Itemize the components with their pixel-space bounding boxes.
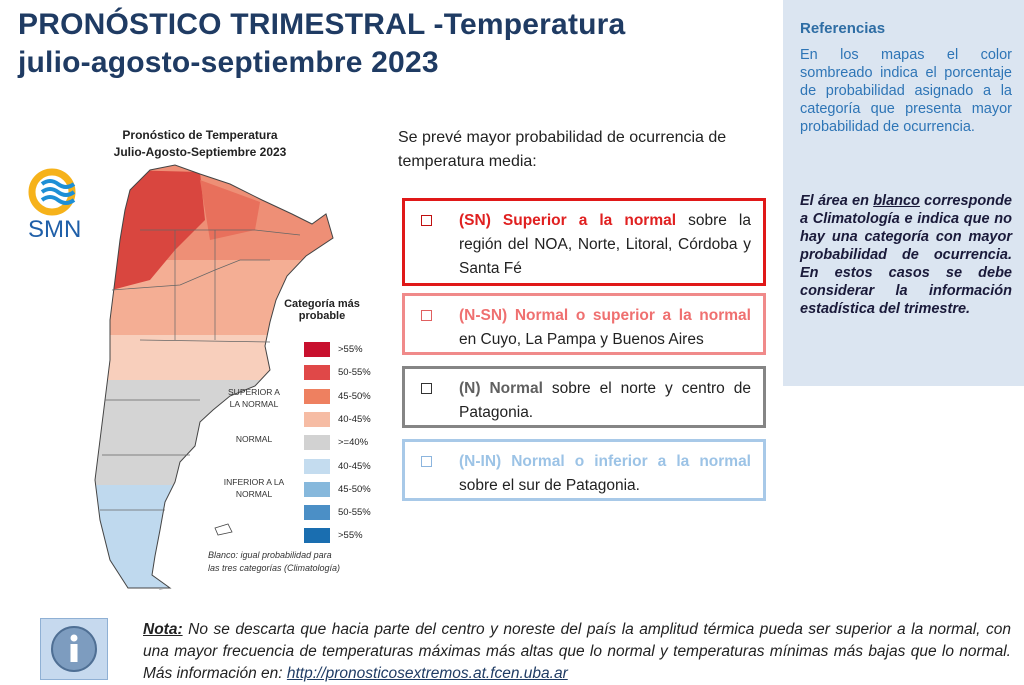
forecast-box: (SN) Superior a la normal sobre la regió… — [402, 198, 766, 286]
forecast-detail: sobre el sur de Patagonia. — [459, 477, 640, 494]
legend-label: 40-45% — [338, 413, 371, 425]
map-footnote: las tres categorías (Climatología) — [208, 563, 341, 573]
legend-label: 45-50% — [338, 390, 371, 402]
forecast-detail: en Cuyo, La Pampa y Buenos Aires — [459, 331, 704, 348]
legend-label: 50-55% — [338, 367, 371, 379]
map-title: Pronóstico de Temperatura — [122, 128, 278, 142]
forecast-text: (N) Normal sobre el norte y centro de Pa… — [459, 377, 751, 425]
info-icon — [40, 618, 108, 680]
legend-label: >=40% — [338, 437, 369, 449]
title-line: julio-agosto-septiembre 2023 — [18, 46, 439, 79]
forecast-label: (N) Normal — [459, 380, 543, 397]
legend-label: >55% — [338, 344, 363, 355]
references-panel — [783, 0, 1024, 386]
text-part: El área en — [800, 193, 869, 209]
legend-swatch — [304, 435, 330, 451]
legend-group: NORMAL — [235, 434, 273, 444]
emphasis: blanco — [873, 193, 920, 209]
forecast-box: (N) Normal sobre el norte y centro de Pa… — [402, 366, 766, 428]
legend-group: SUPERIOR A LA NORMAL — [228, 387, 280, 409]
forecast-detail: sobre el norte y centro de Patagonia. — [459, 380, 751, 421]
legend-swatch — [304, 458, 330, 474]
forecast-text: (SN) Superior a la normal sobre la regió… — [459, 209, 751, 281]
legend-label: 45-50% — [338, 483, 371, 495]
legend-swatch — [304, 411, 330, 427]
title-line: PRONÓSTICO TRIMESTRAL -Temperatura — [18, 8, 626, 41]
legend-title: Categoría más probable — [284, 298, 360, 322]
legend-group: INFERIOR A LA NORMAL — [223, 477, 285, 499]
note-text: No se descarta que hacia parte del centr… — [143, 621, 1011, 682]
legend-label: 50-55% — [338, 507, 371, 519]
smn-logo — [28, 168, 76, 216]
checkbox — [421, 215, 432, 226]
checkbox — [421, 383, 432, 394]
forecast-label: (SN) Superior a la normal — [459, 212, 677, 229]
legend-swatch — [304, 505, 330, 521]
note-label: Nota: — [143, 621, 183, 638]
legend-swatch — [304, 388, 330, 404]
forecast-label: (N-SN) Normal o superior a la normal — [459, 307, 751, 324]
checkbox — [421, 456, 432, 467]
forecast-box: (N-SN) Normal o superior a la normal en … — [402, 293, 766, 355]
references-text: En los mapas el color sombreado indica e… — [800, 47, 1012, 135]
references-title: Referencias — [800, 20, 886, 37]
legend-swatch — [304, 481, 330, 497]
note: Nota: No se descarta que hacia parte del… — [143, 619, 1011, 685]
intro: Se prevé mayor probabilidad de ocurrenci… — [398, 129, 727, 170]
forecast-label: (N-IN) Normal o inferior a la normal — [459, 453, 751, 470]
references-text: El área en blanco corresponde a Climatol… — [800, 192, 1012, 318]
legend-label: >55% — [338, 530, 363, 542]
map-footnote: Blanco: igual probabilidad para — [208, 550, 332, 560]
map-outline — [94, 164, 334, 589]
text-part: corresponde a Climatología e indica que … — [800, 193, 1013, 317]
legend-label: 40-45% — [338, 460, 371, 472]
forecast-box: (N-IN) Normal o inferior a la normal sob… — [402, 439, 766, 501]
map-shading — [95, 165, 333, 588]
forecast-detail: sobre la región del NOA, Norte, Litoral,… — [459, 212, 751, 277]
islands — [214, 523, 233, 536]
map-figure — [28, 164, 334, 590]
legend-swatch — [304, 365, 330, 381]
province-borders — [100, 229, 301, 511]
note-link[interactable]: http://pronosticosextremos.at.fcen.uba.a… — [286, 665, 568, 682]
legend-swatch — [304, 528, 330, 544]
map-title: Julio-Agosto-Septiembre 2023 — [113, 145, 287, 159]
forecast-text: (N-IN) Normal o inferior a la normal sob… — [459, 450, 751, 498]
info-symbol — [51, 626, 97, 672]
logo-text: SMN — [28, 216, 82, 243]
checkbox — [421, 310, 432, 321]
legend-swatch — [304, 342, 330, 357]
forecast-text: (N-SN) Normal o superior a la normal en … — [459, 304, 751, 352]
